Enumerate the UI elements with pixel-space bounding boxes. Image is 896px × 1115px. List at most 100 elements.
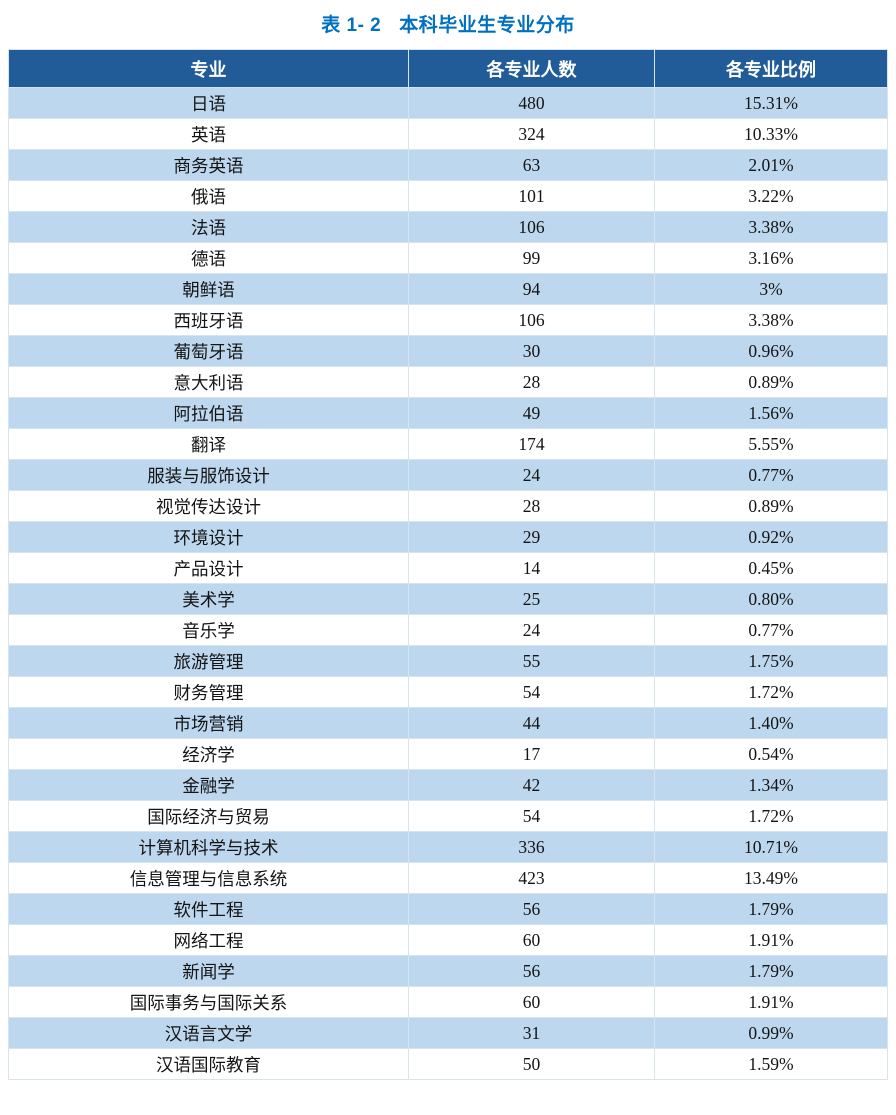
header-row: 专业 各专业人数 各专业比例: [8, 49, 888, 88]
count-cell: 50: [407, 1048, 656, 1080]
percent-cell: 1.91%: [654, 986, 888, 1018]
count-cell: 60: [407, 924, 656, 956]
column-header-major: 专业: [8, 49, 409, 88]
percent-cell: 15.31%: [654, 87, 888, 119]
table-row: 服装与服饰设计 24 0.77%: [8, 459, 888, 491]
table-row: 视觉传达设计 28 0.89%: [8, 490, 888, 522]
major-cell: 美术学: [8, 583, 409, 615]
table-row: 环境设计 29 0.92%: [8, 521, 888, 553]
major-cell: 网络工程: [8, 924, 409, 956]
table-row: 美术学 25 0.80%: [8, 583, 888, 615]
count-cell: 28: [407, 490, 656, 522]
percent-cell: 0.89%: [654, 490, 888, 522]
percent-cell: 1.40%: [654, 707, 888, 739]
percent-cell: 1.56%: [654, 397, 888, 429]
table-row: 日语 480 15.31%: [8, 87, 888, 119]
table-row: 金融学 42 1.34%: [8, 769, 888, 801]
major-cell: 日语: [8, 87, 409, 119]
table-caption: 表 1- 2 本科毕业生专业分布: [8, 4, 888, 49]
major-cell: 音乐学: [8, 614, 409, 646]
percent-cell: 10.33%: [654, 118, 888, 150]
major-cell: 金融学: [8, 769, 409, 801]
table-row: 商务英语 63 2.01%: [8, 149, 888, 181]
percent-cell: 0.89%: [654, 366, 888, 398]
percent-cell: 1.75%: [654, 645, 888, 677]
table-row: 法语 106 3.38%: [8, 211, 888, 243]
table-row: 新闻学 56 1.79%: [8, 955, 888, 987]
count-cell: 29: [407, 521, 656, 553]
count-cell: 55: [407, 645, 656, 677]
percent-cell: 1.91%: [654, 924, 888, 956]
percent-cell: 3.22%: [654, 180, 888, 212]
percent-cell: 1.72%: [654, 800, 888, 832]
column-header-count: 各专业人数: [407, 49, 656, 88]
major-cell: 葡萄牙语: [8, 335, 409, 367]
table-caption-number: 表 1- 2: [321, 15, 382, 36]
table-row: 经济学 17 0.54%: [8, 738, 888, 770]
count-cell: 28: [407, 366, 656, 398]
column-header-percent: 各专业比例: [654, 49, 888, 88]
percent-cell: 0.99%: [654, 1017, 888, 1049]
count-cell: 101: [407, 180, 656, 212]
count-cell: 106: [407, 304, 656, 336]
major-cell: 翻译: [8, 428, 409, 460]
count-cell: 480: [407, 87, 656, 119]
table-row: 计算机科学与技术 336 10.71%: [8, 831, 888, 863]
count-cell: 60: [407, 986, 656, 1018]
percent-cell: 5.55%: [654, 428, 888, 460]
table-row: 葡萄牙语 30 0.96%: [8, 335, 888, 367]
count-cell: 14: [407, 552, 656, 584]
table-row: 翻译 174 5.55%: [8, 428, 888, 460]
major-cell: 汉语国际教育: [8, 1048, 409, 1080]
count-cell: 324: [407, 118, 656, 150]
table-row: 产品设计 14 0.45%: [8, 552, 888, 584]
count-cell: 56: [407, 955, 656, 987]
major-cell: 国际事务与国际关系: [8, 986, 409, 1018]
major-cell: 环境设计: [8, 521, 409, 553]
major-cell: 软件工程: [8, 893, 409, 925]
count-cell: 54: [407, 800, 656, 832]
major-cell: 市场营销: [8, 707, 409, 739]
table-row: 意大利语 28 0.89%: [8, 366, 888, 398]
percent-cell: 13.49%: [654, 862, 888, 894]
table-row: 西班牙语 106 3.38%: [8, 304, 888, 336]
table-row: 信息管理与信息系统 423 13.49%: [8, 862, 888, 894]
count-cell: 99: [407, 242, 656, 274]
major-cell: 西班牙语: [8, 304, 409, 336]
percent-cell: 0.92%: [654, 521, 888, 553]
table-caption-title: 本科毕业生专业分布: [399, 15, 575, 36]
count-cell: 44: [407, 707, 656, 739]
table-row: 国际经济与贸易 54 1.72%: [8, 800, 888, 832]
table-row: 旅游管理 55 1.75%: [8, 645, 888, 677]
count-cell: 24: [407, 614, 656, 646]
percent-cell: 10.71%: [654, 831, 888, 863]
major-cell: 视觉传达设计: [8, 490, 409, 522]
table-row: 朝鲜语 94 3%: [8, 273, 888, 305]
table-row: 汉语国际教育 50 1.59%: [8, 1048, 888, 1080]
table-row: 市场营销 44 1.40%: [8, 707, 888, 739]
percent-cell: 0.54%: [654, 738, 888, 770]
percent-cell: 3.38%: [654, 304, 888, 336]
count-cell: 106: [407, 211, 656, 243]
percent-cell: 1.72%: [654, 676, 888, 708]
percent-cell: 0.77%: [654, 614, 888, 646]
major-cell: 商务英语: [8, 149, 409, 181]
table-row: 阿拉伯语 49 1.56%: [8, 397, 888, 429]
count-cell: 42: [407, 769, 656, 801]
percent-cell: 1.79%: [654, 893, 888, 925]
count-cell: 30: [407, 335, 656, 367]
count-cell: 94: [407, 273, 656, 305]
major-cell: 旅游管理: [8, 645, 409, 677]
major-cell: 法语: [8, 211, 409, 243]
major-cell: 俄语: [8, 180, 409, 212]
count-cell: 24: [407, 459, 656, 491]
count-cell: 49: [407, 397, 656, 429]
count-cell: 54: [407, 676, 656, 708]
percent-cell: 0.77%: [654, 459, 888, 491]
table-row: 俄语 101 3.22%: [8, 180, 888, 212]
major-cell: 信息管理与信息系统: [8, 862, 409, 894]
major-cell: 汉语言文学: [8, 1017, 409, 1049]
major-cell: 国际经济与贸易: [8, 800, 409, 832]
count-cell: 17: [407, 738, 656, 770]
